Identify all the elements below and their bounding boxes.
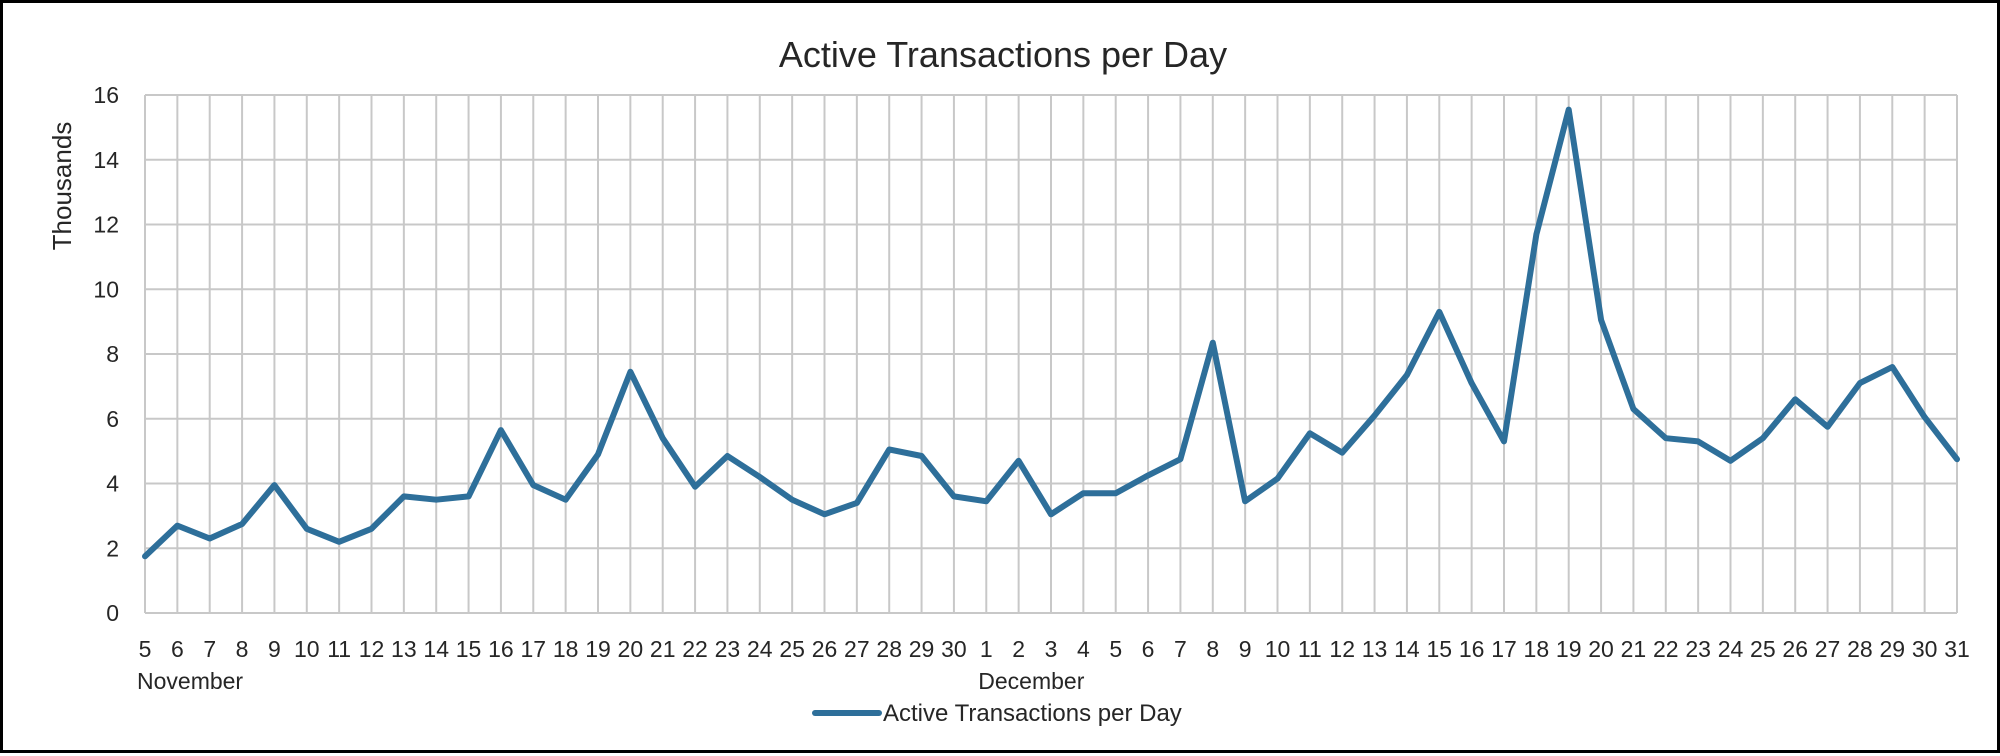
x-tick-label-23: 28 (876, 636, 902, 662)
x-tick-label-17: 22 (682, 636, 708, 662)
chart-title: Active Transactions per Day (779, 34, 1227, 75)
x-tick-label-55: 30 (1912, 636, 1938, 662)
y-tick-label-0: 0 (106, 600, 119, 626)
y-tick-label-5: 10 (93, 276, 119, 302)
x-tick-label-47: 22 (1653, 636, 1679, 662)
x-tick-label-45: 20 (1588, 636, 1614, 662)
x-tick-label-8: 13 (391, 636, 417, 662)
x-tick-label-26: 1 (980, 636, 993, 662)
x-group-label-0: November (137, 668, 243, 694)
x-tick-label-50: 25 (1750, 636, 1776, 662)
x-tick-label-54: 29 (1879, 636, 1905, 662)
x-tick-label-13: 18 (553, 636, 579, 662)
x-tick-label-12: 17 (520, 636, 546, 662)
y-tick-label-6: 12 (93, 212, 119, 238)
x-tick-label-10: 15 (456, 636, 482, 662)
y-axis-label: Thousands (47, 122, 77, 251)
x-tick-label-4: 9 (268, 636, 281, 662)
x-tick-label-30: 5 (1109, 636, 1122, 662)
x-tick-label-24: 29 (909, 636, 935, 662)
x-tick-label-22: 27 (844, 636, 870, 662)
y-tick-label-7: 14 (93, 147, 119, 173)
grid (144, 94, 1958, 614)
x-tick-label-6: 11 (327, 636, 351, 662)
x-tick-label-41: 16 (1459, 636, 1485, 662)
x-tick-label-28: 3 (1045, 636, 1058, 662)
x-tick-label-11: 16 (488, 636, 514, 662)
x-tick-label-25: 30 (941, 636, 967, 662)
y-tick-label-8: 16 (93, 82, 119, 108)
x-axis-ticks: 5 6 7 8 9 10 11 12 13 14 15 16 17 18 19 20 21 22 23 24 25 26 2… (139, 636, 1970, 662)
x-tick-label-48: 23 (1685, 636, 1711, 662)
x-tick-label-36: 11 (1298, 636, 1322, 662)
x-tick-label-29: 4 (1077, 636, 1090, 662)
x-tick-label-51: 26 (1782, 636, 1808, 662)
x-tick-label-46: 21 (1621, 636, 1647, 662)
series-lines (142, 106, 1960, 560)
y-tick-label-3: 6 (106, 406, 119, 432)
legend: Active Transactions per Day (812, 700, 1182, 727)
x-tick-label-43: 18 (1524, 636, 1550, 662)
x-tick-label-9: 14 (423, 636, 449, 662)
y-tick-label-4: 8 (106, 341, 119, 367)
x-tick-label-53: 28 (1847, 636, 1873, 662)
y-tick-label-2: 4 (106, 471, 119, 497)
x-tick-label-16: 21 (650, 636, 676, 662)
x-tick-label-42: 17 (1491, 636, 1517, 662)
x-tick-label-35: 10 (1265, 636, 1291, 662)
x-tick-label-18: 23 (715, 636, 741, 662)
x-tick-label-34: 9 (1239, 636, 1252, 662)
series-line-0 (142, 106, 1960, 560)
x-tick-label-0: 5 (139, 636, 152, 662)
x-tick-label-44: 19 (1556, 636, 1582, 662)
x-tick-label-3: 8 (236, 636, 249, 662)
x-tick-label-14: 19 (585, 636, 611, 662)
x-tick-label-38: 13 (1362, 636, 1388, 662)
x-group-label-1: December (978, 668, 1084, 694)
x-tick-label-27: 2 (1012, 636, 1025, 662)
x-tick-label-19: 24 (747, 636, 773, 662)
y-axis-ticks: 0 2 4 6 8 10 12 14 16 (93, 82, 119, 626)
x-tick-label-52: 27 (1815, 636, 1841, 662)
x-tick-label-2: 7 (203, 636, 216, 662)
x-tick-label-40: 15 (1426, 636, 1452, 662)
x-tick-label-49: 24 (1718, 636, 1744, 662)
y-tick-label-1: 2 (106, 535, 119, 561)
x-tick-label-15: 20 (618, 636, 644, 662)
x-tick-label-33: 8 (1206, 636, 1219, 662)
x-tick-label-32: 7 (1174, 636, 1187, 662)
x-tick-label-21: 26 (812, 636, 838, 662)
x-axis-month-labels: November December (137, 668, 1085, 694)
x-tick-label-5: 10 (294, 636, 320, 662)
x-tick-label-31: 6 (1142, 636, 1155, 662)
x-tick-label-7: 12 (359, 636, 385, 662)
x-tick-label-56: 31 (1944, 636, 1970, 662)
x-tick-label-20: 25 (779, 636, 805, 662)
line-chart: Active Transactions per Day Thousands 0 2… (47, 34, 1970, 727)
legend-label: Active Transactions per Day (883, 700, 1182, 727)
x-tick-label-39: 14 (1394, 636, 1420, 662)
x-tick-label-37: 12 (1329, 636, 1355, 662)
x-tick-label-1: 6 (171, 636, 184, 662)
